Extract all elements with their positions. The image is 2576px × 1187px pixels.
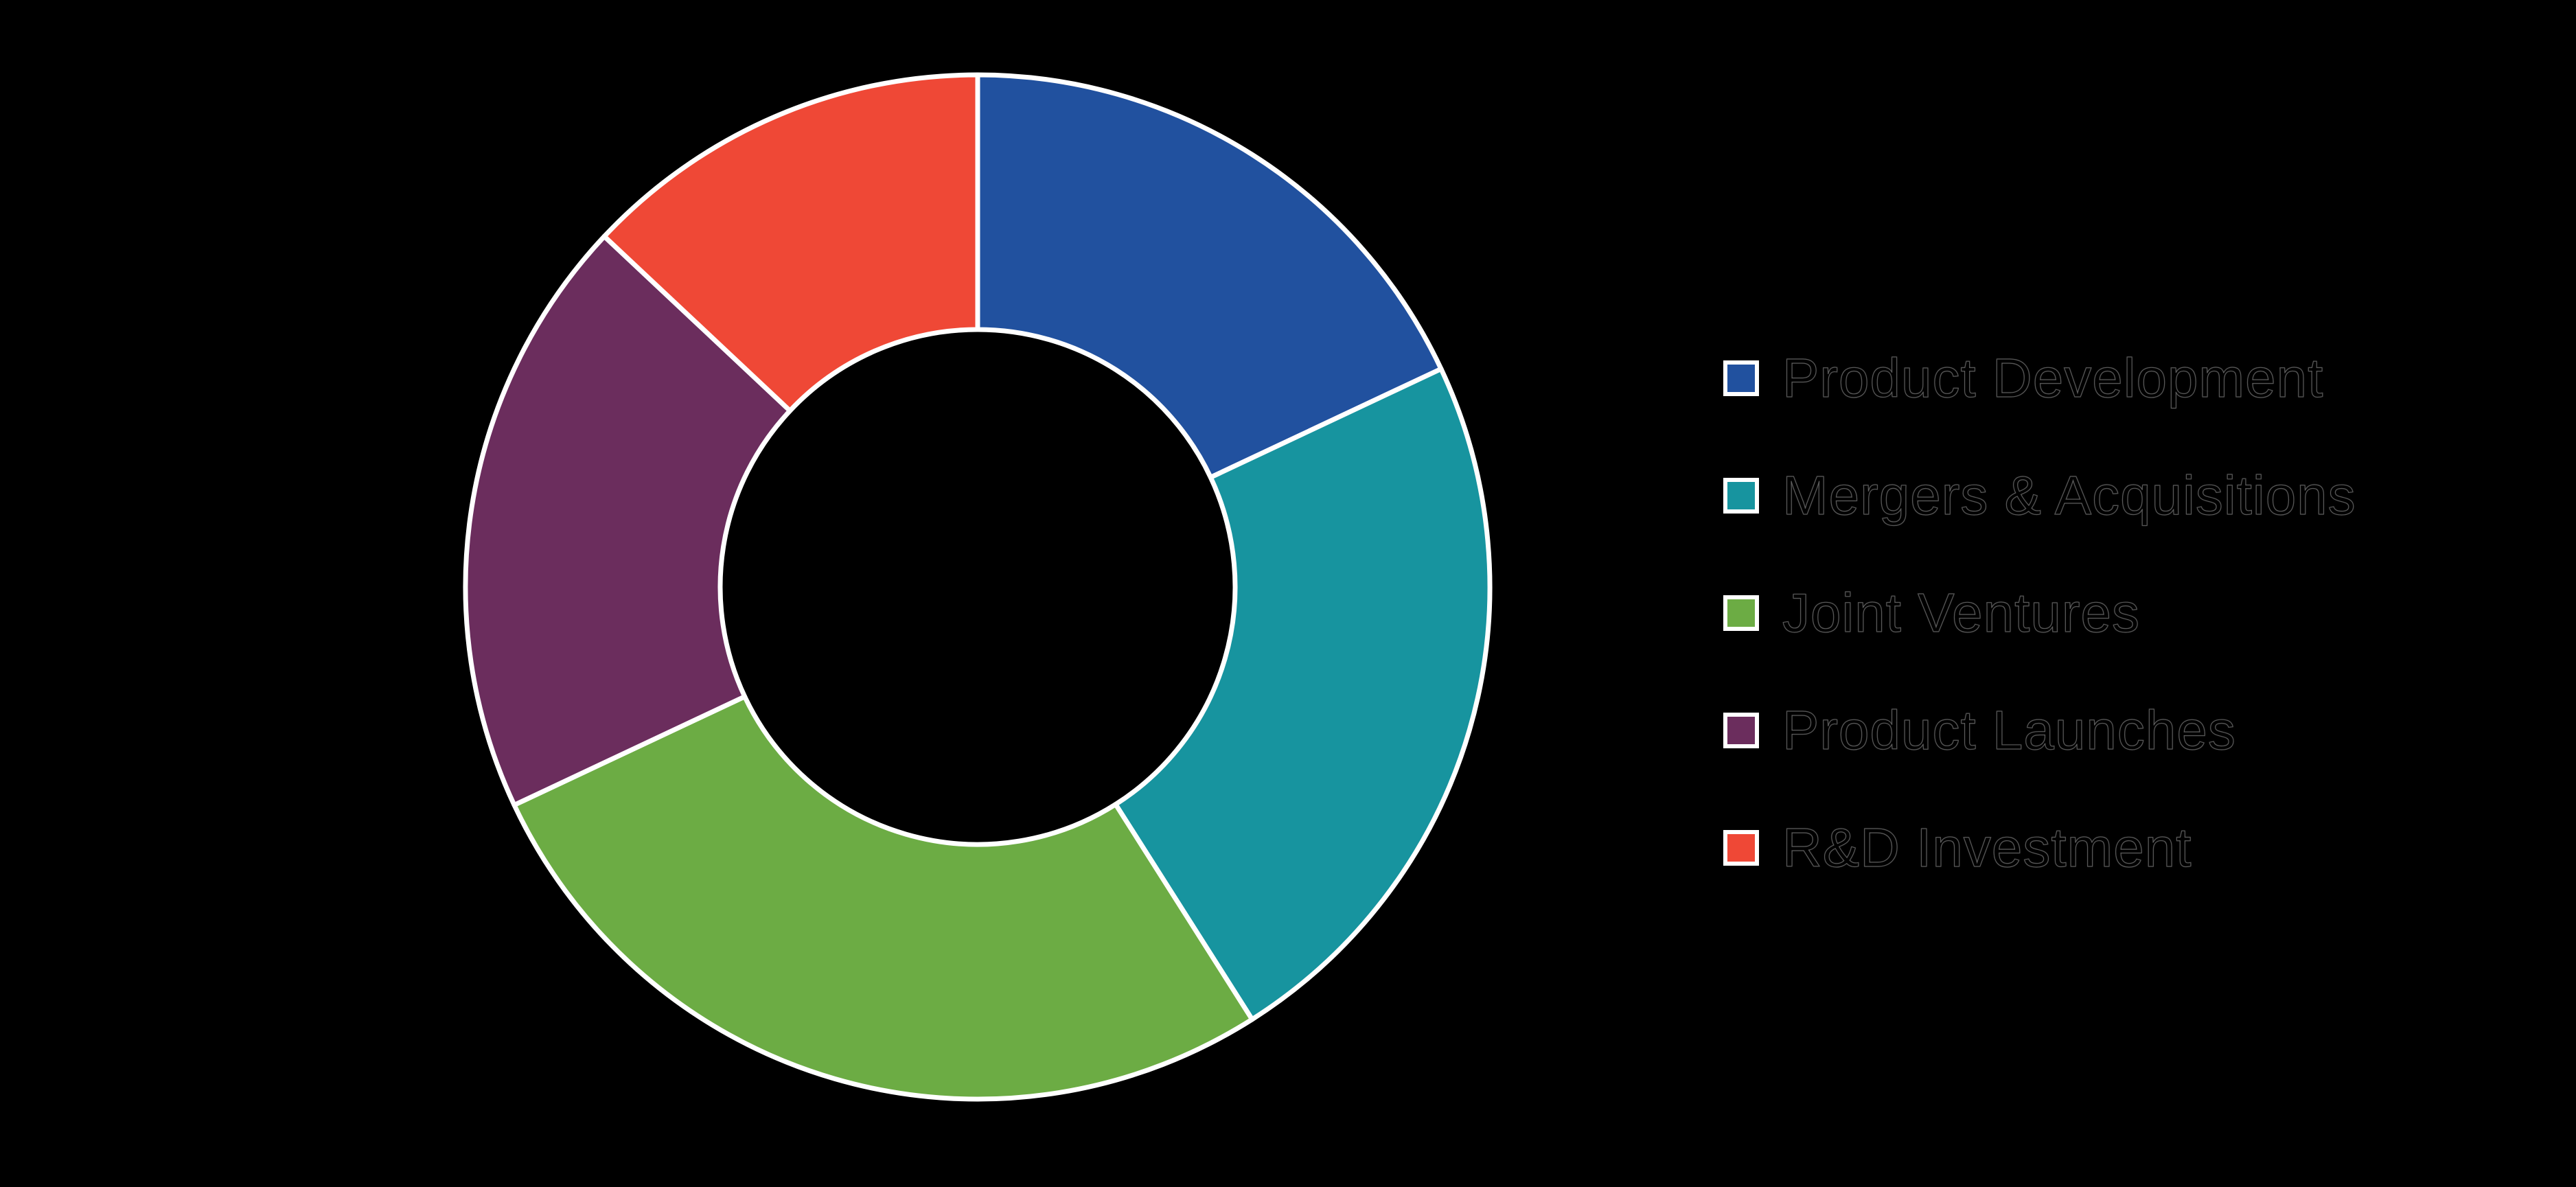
legend-item: Product Development [1723, 350, 2356, 406]
legend-label: Joint Ventures [1782, 582, 2140, 643]
legend-item: Mergers & Acquisitions [1723, 468, 2356, 523]
legend-swatch [1723, 360, 1759, 396]
legend-swatch [1723, 478, 1759, 514]
legend-item: Joint Ventures [1723, 585, 2356, 641]
legend-label: Mergers & Acquisitions [1782, 465, 2356, 526]
legend-label: Product Launches [1782, 700, 2236, 761]
legend: Product Development Mergers & Acquisitio… [1723, 350, 2356, 875]
donut-slice-3 [463, 233, 793, 808]
donut-slice-0 [975, 72, 1444, 480]
legend-swatch [1723, 830, 1759, 866]
legend-swatch [1723, 595, 1759, 631]
legend-item: Product Launches [1723, 702, 2356, 758]
donut-slice-2 [511, 694, 1255, 1102]
legend-label: Product Development [1782, 347, 2324, 408]
legend-swatch [1723, 713, 1759, 748]
donut-slice-1 [1113, 366, 1493, 1022]
donut-slice-4 [601, 72, 980, 413]
legend-item: R&D Investment [1723, 820, 2356, 875]
legend-label: R&D Investment [1782, 817, 2192, 878]
